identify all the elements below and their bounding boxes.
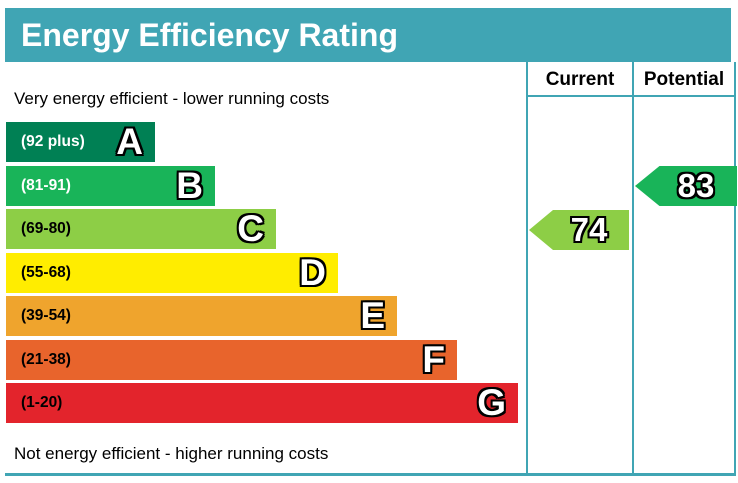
band-c-letter: C xyxy=(237,208,264,249)
band-e: (39-54) E xyxy=(6,296,397,336)
potential-rating-arrow: 83 xyxy=(635,166,737,206)
band-a: (92 plus) A xyxy=(6,122,155,162)
current-rating-arrow: 74 xyxy=(529,210,629,250)
column-header-current: Current xyxy=(545,69,615,90)
current-rating-value: 74 xyxy=(570,211,608,248)
potential-rating-value: 83 xyxy=(677,167,715,204)
chart-title-bar: Energy Efficiency Rating xyxy=(5,8,731,62)
band-b-range-label: (81-91) xyxy=(21,177,71,194)
band-c: (69-80) C xyxy=(6,209,276,249)
band-f: (21-38) F xyxy=(6,340,457,380)
band-a-letter: A xyxy=(116,121,143,162)
caption-very-efficient: Very energy efficient - lower running co… xyxy=(14,89,330,108)
band-b-letter: B xyxy=(176,165,203,206)
band-e-letter: E xyxy=(360,295,385,336)
current-column-left-border xyxy=(526,62,528,474)
band-g-letter: G xyxy=(477,382,506,423)
band-g-range-label: (1-20) xyxy=(21,394,63,411)
band-e-range-label: (39-54) xyxy=(21,307,71,324)
potential-column-left-border xyxy=(632,62,634,474)
chart-bottom-border xyxy=(5,473,736,476)
band-d: (55-68) D xyxy=(6,253,338,293)
column-header-potential: Potential xyxy=(643,69,725,90)
band-d-range-label: (55-68) xyxy=(21,264,71,281)
caption-not-efficient: Not energy efficient - higher running co… xyxy=(14,444,329,463)
band-f-range-label: (21-38) xyxy=(21,351,71,368)
band-f-letter: F xyxy=(422,339,445,380)
band-b: (81-91) B xyxy=(6,166,215,206)
band-d-letter: D xyxy=(299,252,326,293)
chart-title: Energy Efficiency Rating xyxy=(21,16,398,53)
band-a-range-label: (92 plus) xyxy=(21,133,85,150)
chart-right-border xyxy=(734,62,736,474)
column-header-underline xyxy=(526,95,736,97)
band-g: (1-20) G xyxy=(6,383,518,423)
band-c-range-label: (69-80) xyxy=(21,220,71,237)
